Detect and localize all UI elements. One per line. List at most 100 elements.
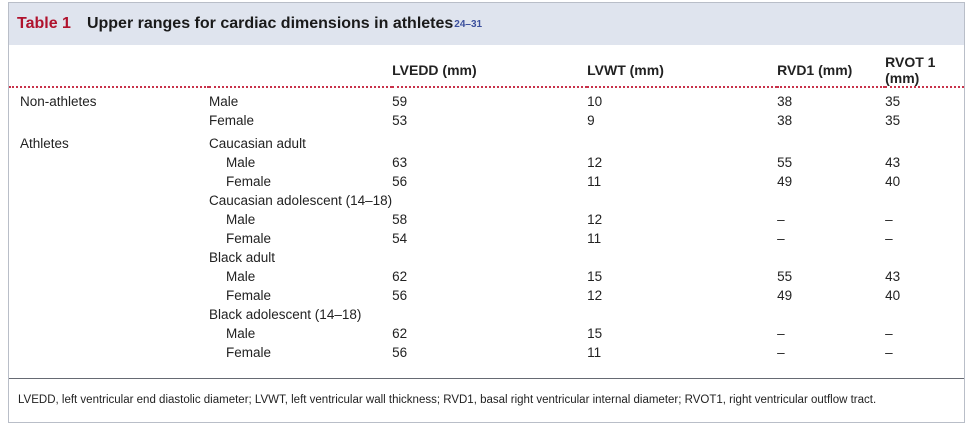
table-title: Upper ranges for cardiac dimensions in a… [86, 15, 454, 32]
header-divider [9, 86, 964, 92]
table-cell: Female [226, 174, 272, 189]
table-title-bar: Table 1 Upper ranges for cardiac dimensi… [9, 3, 964, 45]
table-footnote: LVEDD, left ventricular end diastolic di… [18, 394, 877, 406]
table-cell: – [777, 345, 785, 360]
table-cell: Female [226, 288, 272, 303]
table-cell [9, 267, 209, 286]
table-row: Female 56 12 49 40 [9, 286, 964, 305]
table-cell: 56 [392, 288, 408, 303]
table-cell: 56 [392, 174, 408, 189]
header-row: LVEDD (mm) LVWT (mm) RVD1 (mm) RVOT 1 (m… [9, 54, 964, 87]
table-cell [885, 305, 964, 324]
table-cell: Caucasian adult [209, 136, 306, 151]
table-cell: Black adolescent (14–18) [209, 307, 362, 322]
table-cell: 63 [392, 155, 408, 170]
table-cell: Male [226, 212, 256, 227]
table-cell: 43 [885, 155, 901, 170]
table-row: Male 63 12 55 43 [9, 153, 964, 172]
table-cell: Male [226, 155, 256, 170]
table-cell: – [885, 212, 893, 227]
table-cell [587, 134, 777, 153]
table-cell: 38 [777, 94, 793, 109]
table-cell [9, 248, 209, 267]
table-cell: 11 [587, 231, 602, 246]
table-cell [9, 305, 209, 324]
table-cell: 12 [587, 212, 603, 227]
table-label: Table 1 [17, 15, 71, 32]
table-cell: 49 [777, 288, 793, 303]
table-cell: – [885, 326, 893, 341]
table-cell: 10 [587, 94, 603, 109]
column-header-lvwt: LVWT (mm) [587, 62, 664, 78]
table-cell [9, 172, 209, 191]
table-row: Black adult [9, 248, 964, 267]
table-row: Male 62 15 55 43 [9, 267, 964, 286]
table-row: Female 56 11 – – [9, 343, 964, 362]
table-cell: 9 [587, 113, 595, 128]
table-cell: 56 [392, 345, 408, 360]
table-cell [392, 191, 587, 210]
table-cell: Female [226, 231, 272, 246]
reference-link[interactable]: 24–31 [454, 18, 483, 30]
table-cell: Athletes [20, 136, 69, 151]
table-row: Female 53 9 38 35 [9, 111, 964, 130]
table-cell: 11 [587, 174, 602, 189]
table-cell: 59 [392, 94, 408, 109]
table-cell [392, 248, 587, 267]
table-cell [9, 343, 209, 362]
table-cell: – [777, 231, 785, 246]
table-cell: – [885, 345, 893, 360]
table-cell [885, 248, 964, 267]
table-cell [777, 191, 885, 210]
column-header-rvd1: RVD1 (mm) [777, 62, 853, 78]
table-cell [392, 134, 587, 153]
table-cell: – [777, 212, 785, 227]
table-cell: 53 [392, 113, 408, 128]
column-header-subgroup [209, 54, 392, 87]
table-cell: Non-athletes [20, 94, 97, 109]
table-cell [777, 305, 885, 324]
table-cell: Male [226, 269, 256, 284]
table-cell: Male [209, 94, 239, 109]
column-header-lvedd: LVEDD (mm) [392, 62, 477, 78]
table-cell [777, 134, 885, 153]
table-cell: 11 [587, 345, 602, 360]
table-cell: 54 [392, 231, 408, 246]
column-header-group [9, 54, 209, 87]
table-cell [9, 229, 209, 248]
table-cell [9, 153, 209, 172]
table-cell [885, 191, 964, 210]
table-cell [885, 134, 964, 153]
table-cell: 40 [885, 174, 901, 189]
table-cell: 62 [392, 269, 408, 284]
table-cell [9, 111, 209, 130]
table-body: Non-athletes Male 59 10 38 35 Female 53 9 38 35 Ath… [9, 92, 964, 362]
table-frame: Table 1 Upper ranges for cardiac dimensi… [8, 2, 965, 423]
table-cell: 35 [885, 113, 901, 128]
table-cell: 40 [885, 288, 901, 303]
table-row: Athletes Caucasian adult [9, 134, 964, 153]
table-cell: 38 [777, 113, 793, 128]
table-cell: – [885, 231, 893, 246]
table-cell: 62 [392, 326, 408, 341]
table-cell [9, 210, 209, 229]
table-cell: 35 [885, 94, 901, 109]
table-row: Male 58 12 – – [9, 210, 964, 229]
table-row: Male 62 15 – – [9, 324, 964, 343]
table-cell: Black adult [209, 250, 276, 265]
table-row: Female 54 11 – – [9, 229, 964, 248]
table-cell [587, 248, 777, 267]
cardiac-dimensions-table: LVEDD (mm) LVWT (mm) RVD1 (mm) RVOT 1 (m… [9, 54, 964, 362]
table-cell: Caucasian adolescent (14–18) [209, 193, 393, 208]
table-cell [9, 286, 209, 305]
table-row: Non-athletes Male 59 10 38 35 [9, 92, 964, 111]
table-cell: 12 [587, 288, 603, 303]
table-cell: 55 [777, 269, 793, 284]
table-cell: Male [226, 326, 256, 341]
table-cell [9, 191, 209, 210]
table-cell: Female [226, 345, 272, 360]
table-cell: 15 [587, 326, 603, 341]
column-header-rvot1: RVOT 1 (mm) [885, 54, 936, 86]
table-cell [9, 324, 209, 343]
table-cell [587, 191, 777, 210]
